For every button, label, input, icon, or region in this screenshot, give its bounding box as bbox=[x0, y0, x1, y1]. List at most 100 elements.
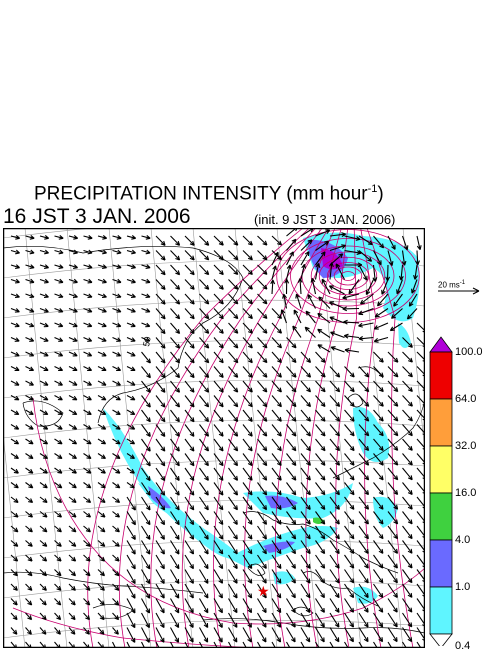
wind-vector bbox=[170, 627, 180, 643]
wind-vector bbox=[213, 554, 224, 570]
wind-vector bbox=[83, 278, 93, 284]
wind-vector bbox=[228, 380, 239, 393]
wind-vector bbox=[271, 627, 282, 643]
wind-vector bbox=[344, 540, 355, 554]
wind-vector bbox=[199, 569, 209, 584]
wind-vector bbox=[39, 627, 47, 635]
wind-vector bbox=[228, 598, 238, 614]
wind-vector bbox=[68, 351, 78, 357]
wind-vector bbox=[184, 279, 195, 290]
wind-vector bbox=[358, 438, 370, 452]
wind-vector bbox=[10, 395, 20, 401]
wind-vector bbox=[358, 540, 369, 554]
wind-vector bbox=[97, 409, 107, 416]
wind-vector bbox=[315, 409, 326, 422]
wind-vector bbox=[284, 278, 290, 295]
wind-vector bbox=[344, 627, 354, 643]
wind-vector bbox=[396, 279, 404, 295]
wind-vector bbox=[170, 496, 180, 511]
wind-vector bbox=[344, 453, 355, 466]
wind-vector bbox=[68, 540, 77, 547]
wind-vector bbox=[10, 453, 19, 460]
wind-vector bbox=[155, 569, 165, 584]
wind-vector bbox=[170, 308, 181, 320]
wind-vector bbox=[387, 511, 399, 525]
wind-vector bbox=[68, 627, 76, 635]
wind-vector bbox=[83, 336, 93, 342]
wind-vector bbox=[126, 395, 136, 401]
wind-vector bbox=[25, 482, 34, 489]
wind-vector bbox=[242, 511, 253, 525]
wind-vector bbox=[387, 409, 399, 422]
wind-vector bbox=[242, 322, 253, 334]
wind-vector bbox=[141, 366, 151, 379]
wind-vector bbox=[155, 554, 165, 570]
wind-vector bbox=[126, 554, 136, 570]
wind-vector bbox=[83, 249, 93, 255]
wind-vector bbox=[10, 424, 20, 430]
wind-vector bbox=[286, 337, 297, 349]
wind-vector bbox=[300, 496, 311, 510]
wind-vector bbox=[126, 583, 136, 599]
wind-vector bbox=[213, 525, 224, 540]
wind-vector bbox=[126, 278, 136, 284]
wind-vector bbox=[97, 234, 108, 240]
wind-vector bbox=[68, 612, 76, 621]
wind-vector bbox=[170, 583, 180, 599]
wind-vector bbox=[398, 264, 404, 281]
wind-vector bbox=[257, 380, 268, 393]
wind-vector bbox=[97, 554, 106, 562]
colorbar-swatch bbox=[429, 351, 453, 400]
colorbar-swatch bbox=[429, 398, 453, 447]
wind-vector bbox=[25, 627, 32, 635]
wind-vector bbox=[25, 569, 33, 577]
contour-label: 50 bbox=[141, 336, 153, 348]
wind-vector bbox=[141, 307, 151, 313]
wind-vector bbox=[25, 496, 34, 504]
wind-vector bbox=[68, 264, 78, 269]
wind-vector bbox=[83, 467, 92, 474]
wind-vector bbox=[170, 366, 181, 379]
coastline bbox=[292, 606, 314, 617]
wind-vector bbox=[184, 467, 195, 481]
wind-vector bbox=[416, 641, 422, 648]
wind-vector bbox=[97, 598, 105, 606]
wind-vector bbox=[387, 424, 399, 437]
wind-vector bbox=[257, 308, 268, 320]
wind-vector bbox=[141, 264, 151, 269]
wind-vector bbox=[126, 264, 136, 269]
wind-vector bbox=[387, 641, 393, 648]
wind-vector bbox=[112, 583, 120, 591]
wind-vector bbox=[54, 612, 62, 621]
wind-vector bbox=[10, 569, 19, 577]
wind-vector bbox=[199, 351, 210, 364]
wind-vector bbox=[126, 453, 135, 460]
wind-vector bbox=[228, 279, 239, 290]
title-close: ) bbox=[377, 183, 384, 205]
precip-area bbox=[243, 483, 353, 519]
wind-vector bbox=[155, 511, 166, 526]
wind-vector bbox=[228, 293, 239, 305]
wind-vector bbox=[155, 612, 165, 629]
wind-vector bbox=[358, 424, 370, 437]
wind-vector bbox=[344, 249, 362, 256]
wind-vector bbox=[39, 322, 49, 328]
wind-vector bbox=[358, 627, 369, 643]
wind-vector bbox=[54, 336, 64, 342]
wind-vector bbox=[68, 322, 78, 328]
wind-vector bbox=[342, 306, 360, 312]
wind-vector bbox=[257, 453, 268, 467]
wind-vector bbox=[97, 307, 107, 313]
wind-vector bbox=[184, 540, 195, 555]
wind-vector bbox=[286, 540, 297, 555]
wind-vector bbox=[402, 612, 413, 628]
wind-vector bbox=[25, 554, 33, 562]
wind-vector bbox=[271, 424, 282, 437]
wind-vector bbox=[228, 322, 239, 334]
wind-vector bbox=[25, 336, 35, 342]
wind-vector bbox=[286, 641, 291, 648]
pressure-contour bbox=[310, 251, 386, 301]
wind-vector bbox=[83, 453, 92, 460]
wind-vector bbox=[25, 467, 34, 474]
wind-vector bbox=[329, 482, 340, 496]
